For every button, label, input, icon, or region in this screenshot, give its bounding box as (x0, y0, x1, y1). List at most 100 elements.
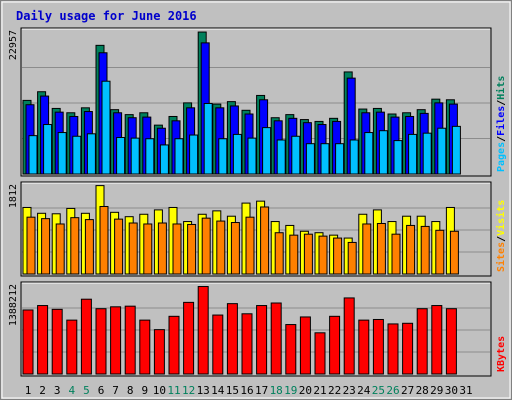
bar-pages-day-8 (130, 137, 140, 175)
bar-kbytes-day-26 (387, 323, 399, 375)
bar-pages-day-3 (57, 132, 67, 175)
panel-hits-series-label: Pages/Files/Hits (495, 76, 507, 172)
bar-pages-day-25 (378, 130, 388, 175)
bar-kbytes-day-19 (285, 324, 297, 375)
bar-kbytes-day-13 (197, 286, 209, 375)
x-tick-label: 5 (83, 384, 90, 397)
x-tick-label: 10 (153, 384, 166, 397)
bar-pages-day-6 (101, 80, 111, 175)
x-tick-label: 12 (182, 384, 195, 397)
x-tick-label: 17 (255, 384, 268, 397)
series-label-part: / (496, 236, 507, 242)
bar-sites-day-16 (245, 216, 255, 275)
bar-kbytes-day-16 (241, 313, 253, 375)
x-tick-label: 24 (357, 384, 371, 397)
bar-pages-day-4 (72, 135, 82, 175)
x-tick-label: 8 (127, 384, 134, 397)
bar-pages-day-29 (437, 127, 447, 175)
x-tick-label: 14 (211, 384, 225, 397)
bar-pages-day-19 (291, 135, 301, 175)
panel-kbytes: 1388212 KBytes (8, 281, 507, 377)
x-tick-label: 11 (167, 384, 180, 397)
bar-sites-day-26 (391, 233, 401, 275)
bar-sites-day-21 (318, 235, 328, 275)
x-tick-label: 1 (25, 384, 32, 397)
bar-pages-day-17 (262, 127, 272, 175)
x-tick-label: 13 (197, 384, 210, 397)
x-tick-label: 19 (284, 384, 297, 397)
panel-hits-max-label: 22957 (8, 30, 19, 60)
bar-sites-day-12 (187, 223, 197, 275)
bar-kbytes-day-2 (37, 305, 49, 375)
bar-kbytes-day-7 (110, 306, 122, 375)
bar-sites-day-24 (362, 223, 372, 275)
x-tick-label: 29 (430, 384, 443, 397)
bar-sites-day-6 (99, 205, 109, 275)
bar-pages-day-11 (174, 138, 184, 175)
bar-sites-day-4 (70, 217, 80, 275)
bar-pages-day-12 (189, 134, 199, 175)
bar-kbytes-day-3 (51, 308, 63, 375)
chart-title: Daily usage for June 2016 (16, 9, 197, 23)
x-tick-label: 20 (299, 384, 312, 397)
bar-sites-day-25 (376, 222, 386, 275)
bar-kbytes-day-15 (226, 303, 238, 375)
bar-sites-day-9 (143, 223, 153, 275)
bar-sites-day-28 (420, 225, 430, 275)
bar-kbytes-day-1 (22, 309, 34, 375)
x-tick-label: 15 (226, 384, 239, 397)
series-label-part: Visits (495, 200, 507, 236)
bar-pages-day-15 (232, 133, 242, 175)
bar-pages-day-14 (218, 138, 228, 175)
bar-pages-day-28 (422, 132, 432, 175)
x-tick-label: 3 (54, 384, 61, 397)
bar-sites-day-23 (347, 241, 357, 275)
bar-kbytes-day-29 (431, 305, 443, 375)
x-tick-label: 7 (112, 384, 119, 397)
series-label-part: / (496, 100, 507, 106)
bar-pages-day-18 (276, 139, 286, 175)
bar-kbytes-day-20 (299, 316, 311, 375)
bar-pages-day-10 (159, 144, 169, 175)
bar-kbytes-day-8 (124, 305, 136, 375)
bar-pages-day-1 (28, 135, 38, 175)
x-tick-label: 28 (416, 384, 429, 397)
bar-pages-day-22 (335, 143, 345, 175)
series-label-part: Pages (496, 142, 507, 172)
panel-kbytes-series-label: KBytes (496, 336, 507, 372)
bar-sites-day-17 (260, 206, 270, 275)
series-label-part: Files (495, 106, 507, 136)
x-tick-label: 18 (270, 384, 283, 397)
bar-pages-day-5 (86, 133, 96, 175)
bar-pages-day-27 (408, 133, 418, 175)
series-sites (26, 205, 459, 275)
bar-pages-day-30 (451, 125, 461, 175)
bar-pages-day-2 (43, 124, 53, 175)
bar-sites-day-11 (172, 223, 182, 275)
bar-kbytes-day-10 (153, 329, 165, 375)
x-tick-label: 30 (445, 384, 458, 397)
x-tick-label: 6 (98, 384, 105, 397)
x-tick-label: 27 (401, 384, 414, 397)
x-axis-day-labels: 1 2 3 4 5 6 7 8 9 10 11 12 13 14 15 16 17 18 19 20 21 22 23 24 2… (25, 384, 473, 397)
bar-sites-day-13 (201, 217, 211, 275)
bar-pages-day-24 (364, 132, 374, 175)
bar-kbytes-day-23 (343, 297, 355, 375)
series-label-part: KBytes (496, 336, 507, 372)
chart-panels: 22957Pages/Files/Hits1812Sites/Visits138… (8, 27, 507, 377)
bar-kbytes-day-6 (95, 308, 107, 375)
bar-sites-day-15 (230, 222, 240, 275)
panel-kbytes-max-label: 1388212 (8, 284, 19, 326)
bar-sites-day-30 (449, 230, 459, 275)
x-tick-label: 25 (372, 384, 385, 397)
bar-pages-day-9 (145, 138, 155, 175)
bar-pages-day-13 (203, 102, 213, 175)
series-label-part: Sites (495, 242, 507, 272)
bar-sites-day-22 (333, 237, 343, 275)
bar-sites-day-27 (406, 224, 416, 275)
bar-kbytes-day-30 (445, 308, 457, 375)
bar-sites-day-14 (216, 220, 226, 275)
bar-kbytes-day-18 (270, 302, 282, 375)
bar-kbytes-day-14 (212, 314, 224, 375)
